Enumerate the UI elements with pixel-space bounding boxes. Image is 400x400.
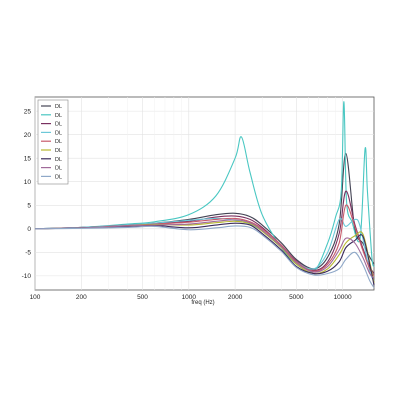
grid-lines <box>34 97 374 290</box>
x-tick-label: 1000 <box>182 294 197 301</box>
legend-entry-label: DL <box>55 139 62 145</box>
y-tick-label: 5 <box>27 202 31 209</box>
x-tick-label: 10000 <box>334 294 352 301</box>
legend-entry-label: DL <box>55 166 62 172</box>
series-line-9 <box>34 225 375 288</box>
y-tick-label: 15 <box>24 155 32 162</box>
x-tick-label: 5000 <box>289 294 304 301</box>
legend-entry-label: DL <box>55 148 62 154</box>
legend-entry-label: DL <box>55 157 62 163</box>
y-tick-label: -5 <box>25 250 31 257</box>
y-tick-label: -10 <box>22 273 32 280</box>
legend-box <box>37 99 69 185</box>
legend-entry-label: DL <box>55 130 62 136</box>
x-tick-label: 2000 <box>228 294 243 301</box>
series-lines <box>34 101 375 288</box>
y-tick-label: 20 <box>24 132 32 139</box>
legend-entry-label: DL <box>55 104 62 110</box>
legend-entry-label: DL <box>55 174 62 180</box>
legend-entry-label: DL <box>55 122 62 128</box>
y-tick-label: 25 <box>24 108 32 115</box>
y-tick-label: 0 <box>27 226 31 233</box>
x-tick-label: 100 <box>30 294 41 301</box>
chart-frame <box>34 96 375 291</box>
x-axis-ticks: 100 200 500 1000 2000 5000 10000 <box>30 294 352 301</box>
legend-entry-label: DL <box>55 113 62 119</box>
x-axis-label: freq (Hz) <box>191 300 214 306</box>
y-tick-label: 10 <box>24 179 32 186</box>
x-tick-label: 200 <box>76 294 87 301</box>
x-tick-label: 500 <box>137 294 148 301</box>
y-axis-ticks: -10 -5 0 5 10 15 20 25 <box>22 108 32 280</box>
series-line-8 <box>34 219 375 279</box>
legend: DL DL DL DL DL DL DL DL DL <box>37 99 69 185</box>
